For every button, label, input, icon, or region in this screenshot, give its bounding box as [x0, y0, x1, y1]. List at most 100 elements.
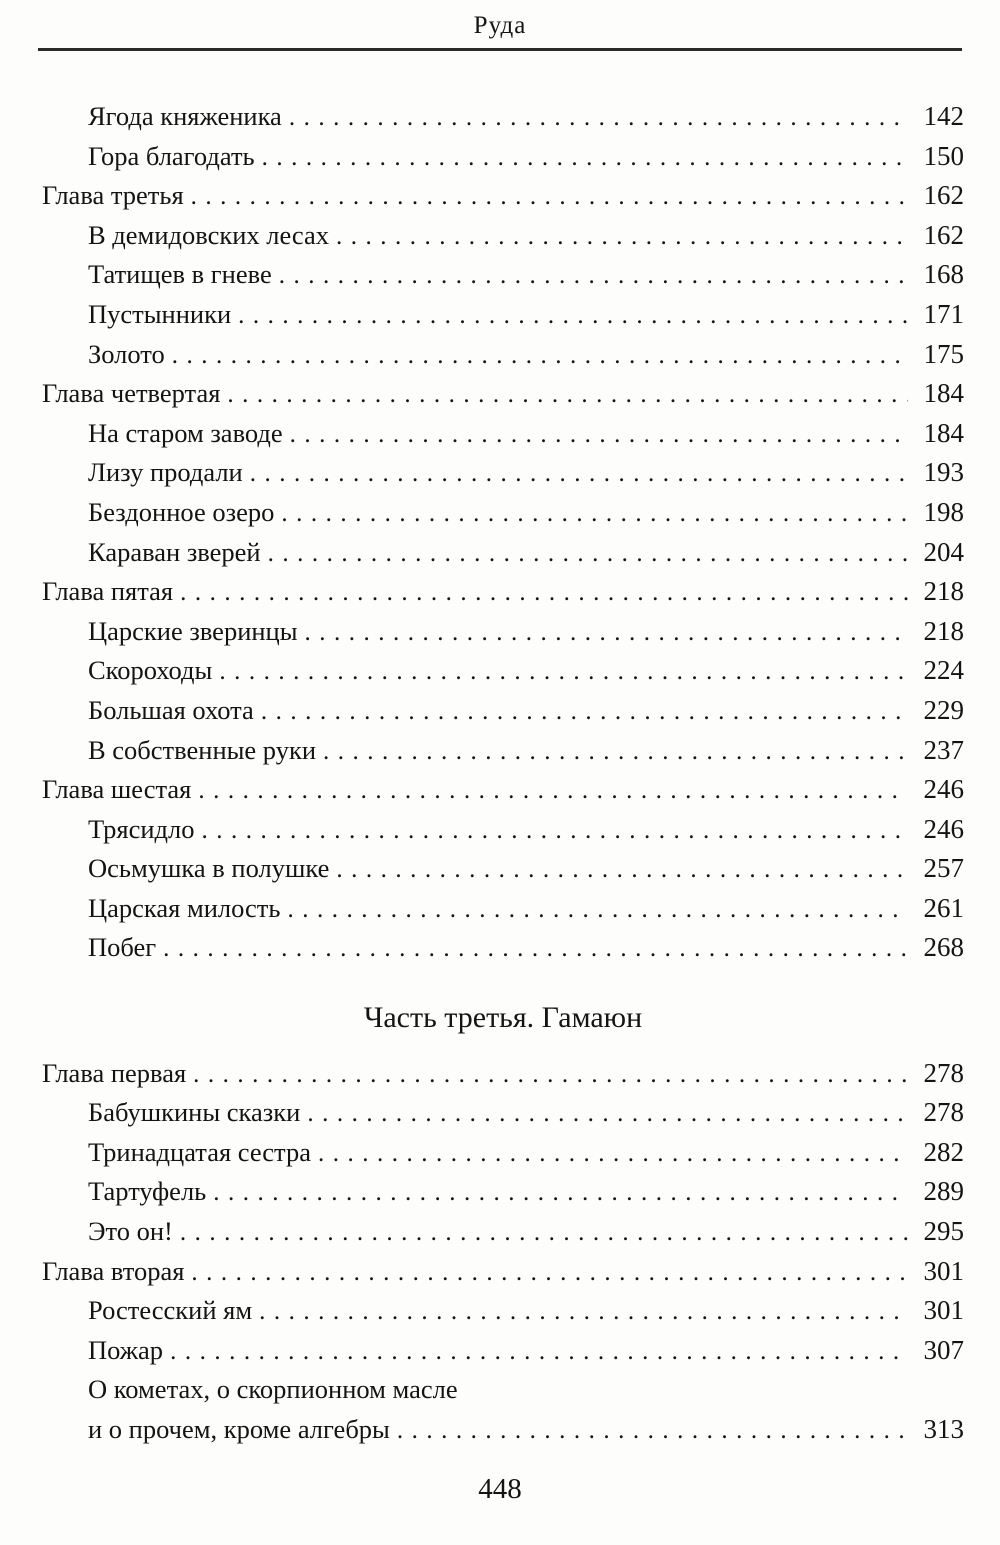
toc-row: Гора благодать 150	[42, 141, 964, 181]
toc-entry-page: 301	[923, 1295, 965, 1326]
toc-entry-page: 301	[923, 1255, 965, 1286]
toc-dot-leader	[287, 893, 908, 924]
toc-dot-leader	[305, 616, 908, 647]
toc-entry-page: 278	[923, 1097, 965, 1128]
toc-row: Царские зверинцы 218	[42, 616, 964, 656]
toc-entry-page: 204	[923, 536, 965, 567]
toc-row: Побег 268	[42, 932, 964, 972]
toc-entry-page: 295	[923, 1216, 965, 1247]
toc-row: Татищев в гневе 168	[42, 259, 964, 299]
toc-dot-leader	[318, 1137, 908, 1168]
toc-dot-leader	[281, 497, 908, 528]
toc-entry-page: 278	[923, 1057, 965, 1088]
toc-entry-label: Бабушкины сказки	[88, 1097, 301, 1128]
toc-entry-label: Пожар	[88, 1334, 164, 1365]
toc-entry-page: 282	[923, 1136, 965, 1167]
toc-dot-leader	[191, 1256, 908, 1287]
toc-row: Золото 175	[42, 339, 964, 379]
toc-list: Ягода княженика 142 Гора благодать 150 Г…	[42, 101, 964, 1454]
toc-entry-label: Бездонное озеро	[88, 496, 275, 527]
toc-row: В демидовских лесах 162	[42, 220, 964, 260]
toc-row: Большая охота 229	[42, 695, 964, 735]
toc-entry-label: Глава четвертая	[42, 378, 221, 409]
toc-entry-label: Царские зверинцы	[88, 615, 298, 646]
toc-entry-page: 313	[923, 1414, 965, 1444]
toc-entry-label: Глава третья	[42, 180, 184, 211]
toc-entry-label: Глава пятая	[42, 576, 174, 607]
toc-dot-leader	[336, 220, 908, 251]
toc-row: Глава третья 162	[42, 180, 964, 220]
toc-entry-label: Ростесский ям	[88, 1295, 253, 1326]
toc-row: Караван зверей 204	[42, 537, 964, 577]
toc-row: Бездонное озеро 198	[42, 497, 964, 537]
toc-entry-label: Тартуфель	[88, 1176, 207, 1207]
toc-entry-label: Глава первая	[42, 1057, 187, 1088]
running-head-title: Руда	[473, 12, 527, 39]
toc-entry-page: 218	[923, 576, 965, 607]
toc-row: Ягода княженика 142	[42, 101, 964, 141]
toc-entry-page: 246	[923, 774, 965, 805]
toc-entry-label: На старом заводе	[88, 417, 283, 448]
toc-entry-label: Большая охота	[88, 694, 254, 725]
toc-row: Тартуфель 289	[42, 1176, 964, 1216]
toc-dot-leader	[397, 1414, 908, 1445]
page-number-folio: 448	[478, 1472, 522, 1505]
toc-entry-page: 184	[923, 417, 965, 448]
toc-entry-page: 257	[923, 853, 965, 884]
toc-row: Ростесский ям 301	[42, 1295, 964, 1335]
toc-entry-label: Скороходы	[88, 655, 213, 686]
toc-entry-label: Глава вторая	[42, 1255, 185, 1286]
toc-row: Это он! 295	[42, 1216, 964, 1256]
toc-row: и о прочем, кроме алгебры 313	[42, 1414, 964, 1454]
toc-entry-page: 198	[923, 496, 965, 527]
toc-entry-label: Тринадцатая сестра	[88, 1136, 311, 1167]
toc-entry-page: 175	[923, 338, 965, 369]
toc-dot-leader	[279, 259, 908, 290]
toc-entry-label: Золото	[88, 338, 165, 369]
toc-dot-leader	[336, 853, 908, 884]
toc-row: Глава пятая 218	[42, 576, 964, 616]
toc-row: Глава вторая 301	[42, 1256, 964, 1296]
toc-entry-page: 142	[923, 101, 965, 131]
toc-entry-label: Побег	[88, 932, 157, 963]
toc-entry-label: В собственные руки	[88, 734, 317, 765]
toc-row: Бабушкины сказки 278	[42, 1097, 964, 1137]
toc-entry-page: 171	[923, 298, 965, 329]
toc-dot-leader	[261, 695, 908, 726]
toc-entry-label: Трясидло	[88, 813, 195, 844]
toc-dot-leader	[213, 1176, 908, 1207]
toc-entry-page: 246	[923, 813, 965, 844]
toc-row: Осьмушка в полушке 257	[42, 853, 964, 893]
toc-dot-leader	[250, 457, 908, 488]
toc-entry-page: 218	[923, 615, 965, 646]
toc-row: Глава четвертая 184	[42, 378, 964, 418]
toc-entry-page: 150	[923, 140, 965, 171]
toc-entry-page: 168	[923, 259, 965, 290]
toc-entry-page: 261	[923, 892, 965, 923]
toc-entry-label: Пустынники	[88, 298, 232, 329]
toc-entry-label: Осьмушка в полушке	[88, 853, 330, 884]
header-rule	[38, 48, 962, 51]
toc-dot-leader	[290, 418, 908, 449]
toc-row: В собственные руки 237	[42, 735, 964, 775]
toc-row: Глава шестая 246	[42, 774, 964, 814]
toc-entry-label: Ягода княженика	[88, 101, 282, 131]
toc-row: Глава первая 278	[42, 1058, 964, 1098]
toc-entry-page: 289	[923, 1176, 965, 1207]
toc-dot-leader	[163, 932, 908, 963]
toc-entry-label: и о прочем, кроме алгебры	[88, 1414, 390, 1444]
toc-entry-page: 224	[923, 655, 965, 686]
toc-entry-label: Караван зверей	[88, 536, 261, 567]
toc-row: Царская милость 261	[42, 893, 964, 933]
toc-entry-label: Татищев в гневе	[88, 259, 272, 290]
toc-row: Трясидло 246	[42, 814, 964, 854]
toc-dot-leader	[238, 299, 908, 330]
toc-entry-page: 237	[923, 734, 965, 765]
toc-entry-label: Царская милость	[88, 892, 281, 923]
toc-row: Пожар 307	[42, 1335, 964, 1375]
toc-row: Пустынники 171	[42, 299, 964, 339]
toc-entry-page: 307	[923, 1334, 965, 1365]
toc-dot-leader	[172, 339, 908, 370]
toc-entry-label: Это он!	[88, 1216, 173, 1247]
